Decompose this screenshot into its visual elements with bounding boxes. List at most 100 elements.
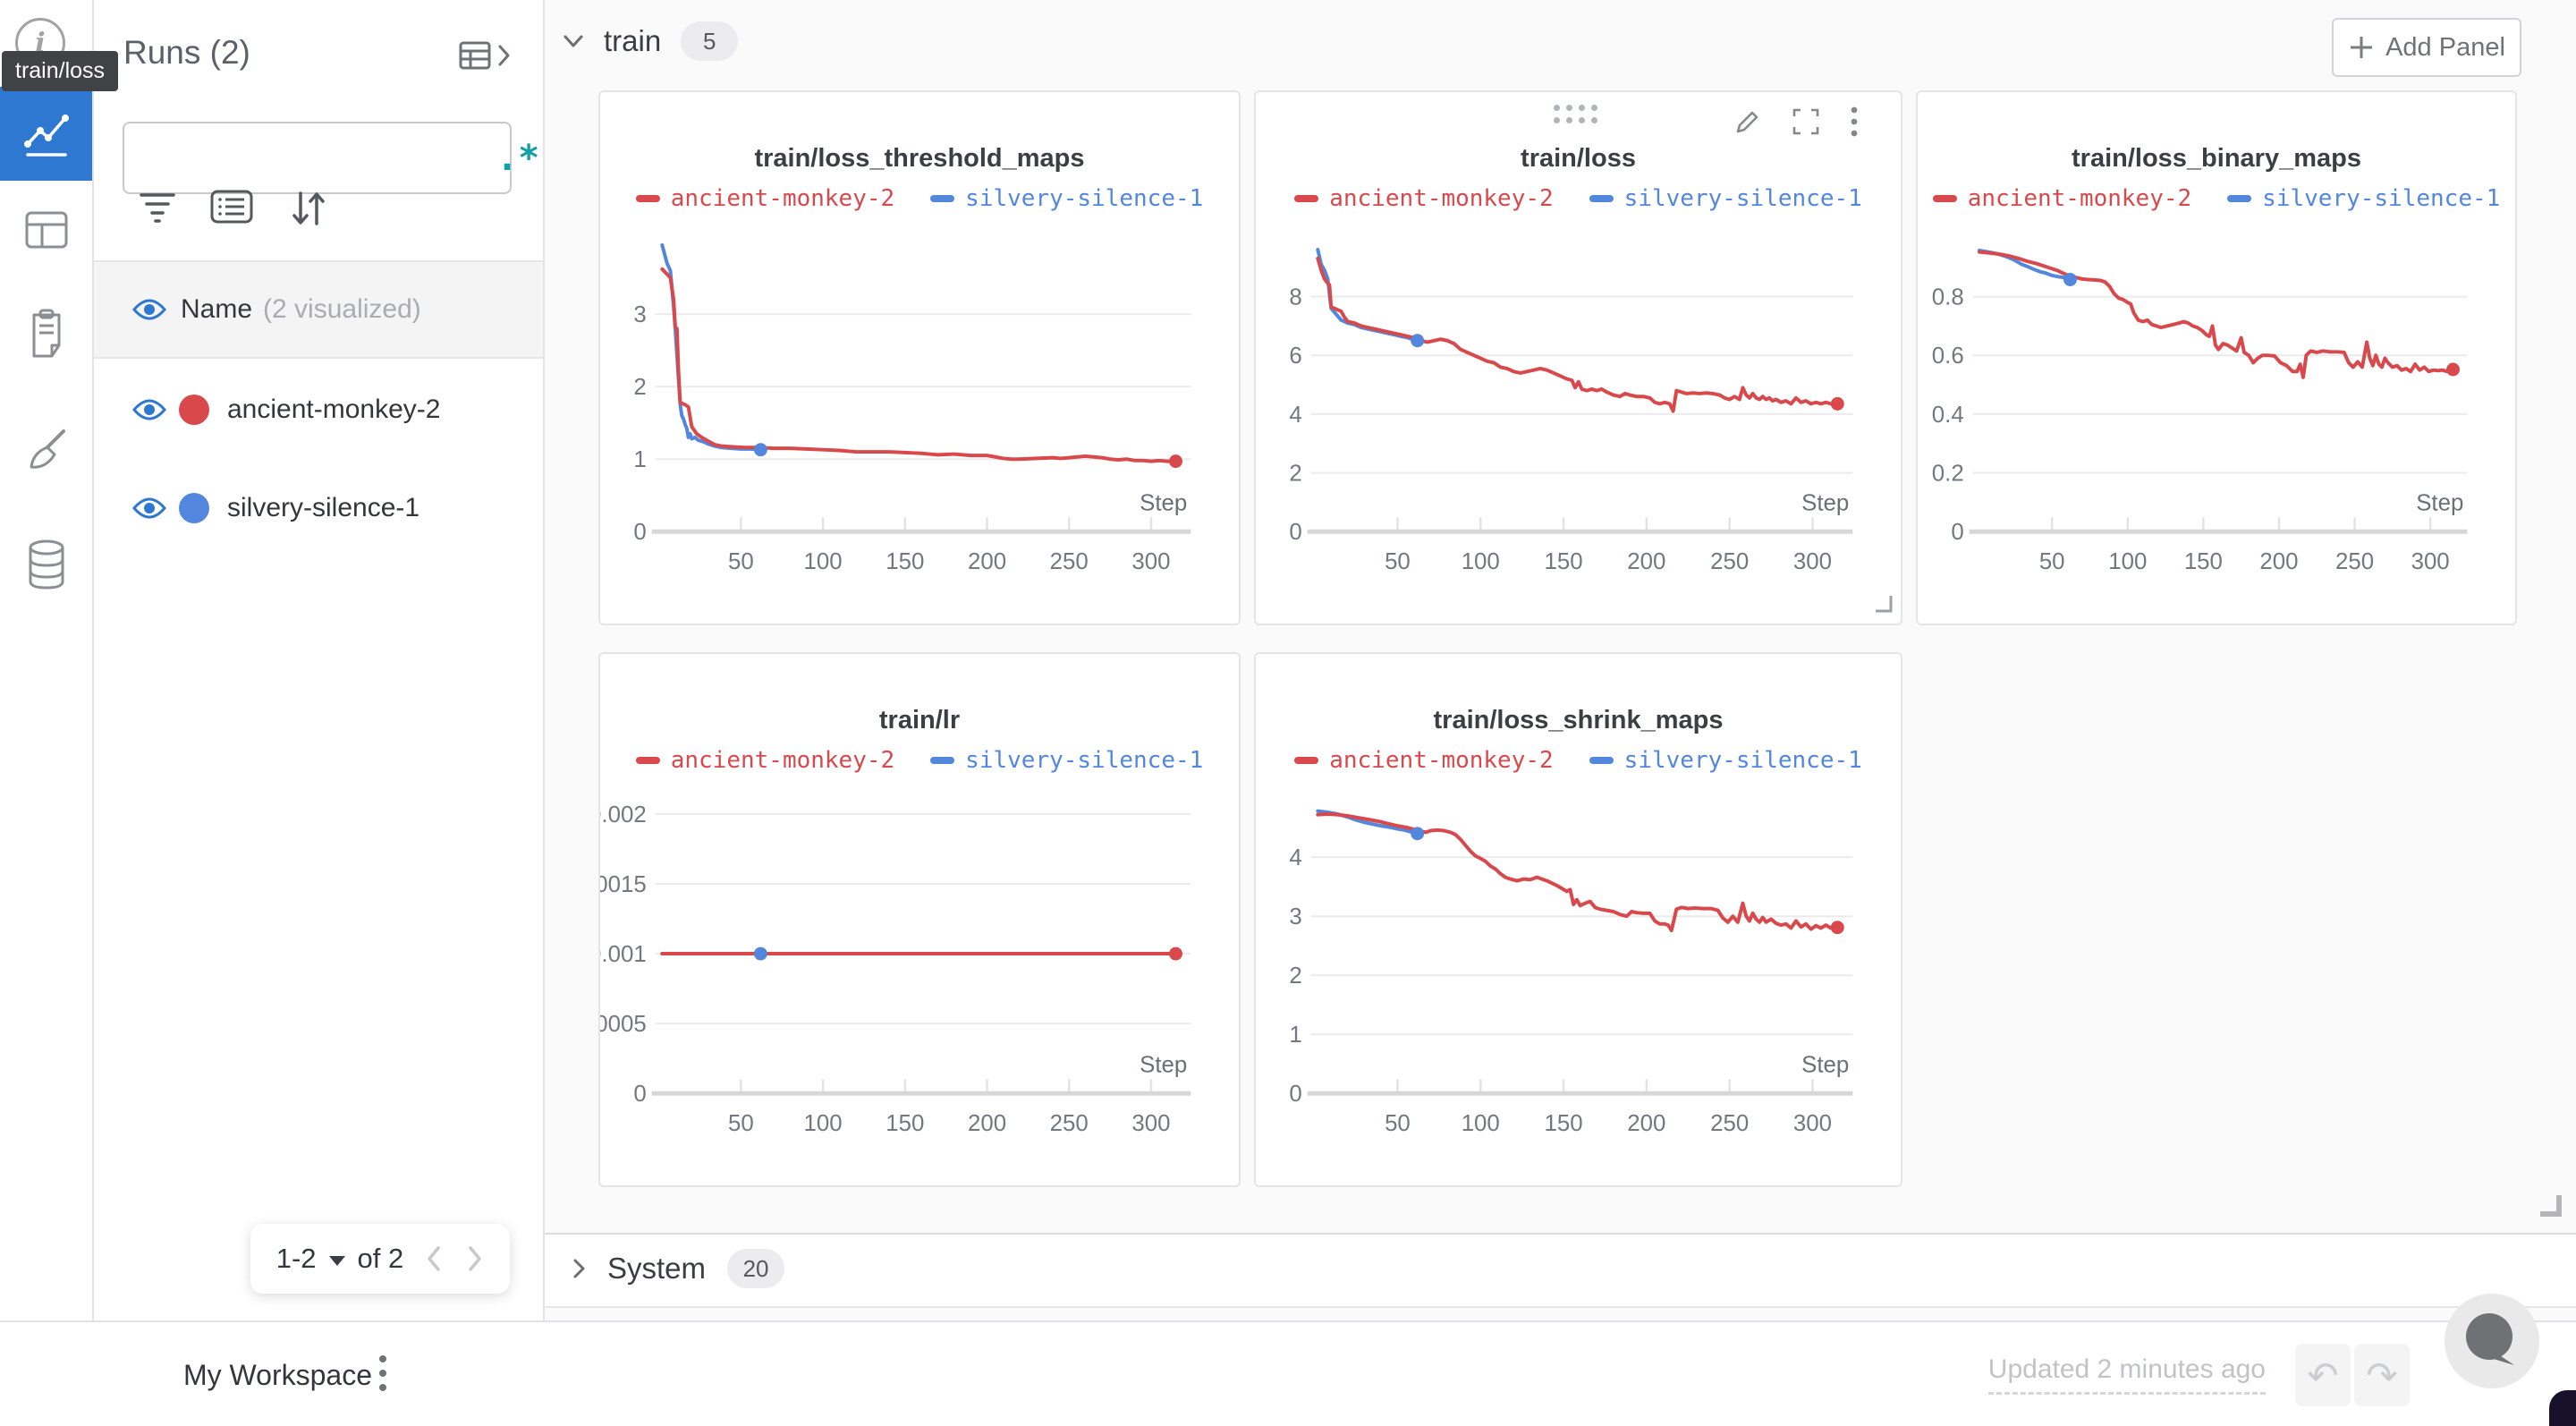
expand-runs-table-button[interactable] bbox=[459, 39, 511, 72]
chart-panel[interactable]: train/loss_threshold_maps ancient-monkey-… bbox=[598, 90, 1241, 625]
legend-swatch-icon bbox=[635, 757, 660, 764]
left-nav-rail bbox=[0, 0, 94, 1320]
chart-panel[interactable]: train/loss ancient-monkey-2 silvery-silenc… bbox=[1254, 90, 1902, 625]
y-tick-label: 0 bbox=[1289, 1082, 1301, 1107]
run-search-input[interactable] bbox=[148, 130, 496, 186]
x-axis-label: Step bbox=[1140, 490, 1187, 515]
legend-label: ancient-monkey-2 bbox=[1967, 185, 2192, 212]
x-tick-label: 150 bbox=[1544, 1111, 1582, 1136]
panel-actions bbox=[1734, 106, 1858, 137]
y-tick-label: 0 bbox=[1289, 520, 1301, 545]
legend-swatch-icon bbox=[2227, 195, 2252, 202]
filter-icon[interactable] bbox=[139, 188, 176, 225]
series-end-dot bbox=[1411, 334, 1425, 348]
x-tick-label: 150 bbox=[886, 1111, 924, 1136]
chart-plot[interactable]: 0 0.2 0.4 0.6 0.8 50 100 150 200 250 300 Step bbox=[1918, 208, 2515, 620]
line-chart-icon bbox=[23, 114, 69, 157]
sort-icon[interactable] bbox=[289, 188, 328, 229]
legend-item: silvery-silence-1 bbox=[1589, 185, 1862, 212]
panel-drag-handle[interactable] bbox=[1256, 105, 1901, 130]
undo-button[interactable]: ↶ bbox=[2295, 1344, 2351, 1406]
add-panel-button[interactable]: Add Panel bbox=[2332, 18, 2521, 77]
series-end-dot bbox=[1411, 827, 1425, 841]
x-tick-label: 250 bbox=[2335, 549, 2374, 574]
section-header-train[interactable]: train 5 bbox=[563, 21, 739, 61]
x-tick-label: 200 bbox=[968, 1111, 1006, 1136]
visibility-eye-icon[interactable] bbox=[132, 397, 166, 422]
workspace-menu-kebab-icon[interactable] bbox=[379, 1355, 386, 1391]
plus-icon bbox=[2351, 37, 2373, 58]
chart-plot[interactable]: 0 1 2 3 50 100 150 200 250 300 Step bbox=[600, 208, 1239, 620]
undo-icon: ↶ bbox=[2307, 1353, 2339, 1397]
chat-support-button[interactable] bbox=[2445, 1294, 2539, 1388]
runs-table-icon bbox=[459, 41, 491, 70]
chart-panel[interactable]: train/loss_shrink_maps ancient-monkey-2 si… bbox=[1254, 652, 1902, 1187]
y-tick-label: 0 bbox=[633, 1082, 646, 1107]
database-icon bbox=[29, 539, 64, 590]
panel-kebab-icon[interactable] bbox=[1851, 106, 1858, 137]
page-range[interactable]: 1-2 bbox=[275, 1243, 317, 1274]
chart-plot[interactable]: 0 0.0005 0.001 0.0015 0.002 50 100 150 200 250 300… bbox=[600, 770, 1239, 1182]
run-row[interactable]: silvery-silence-1 bbox=[94, 460, 543, 556]
series-line bbox=[660, 267, 1178, 463]
run-row[interactable]: ancient-monkey-2 bbox=[94, 361, 543, 458]
panel-title: train/loss bbox=[1521, 144, 1636, 173]
visibility-all-eye-icon[interactable] bbox=[132, 297, 166, 322]
x-tick-label: 250 bbox=[1050, 549, 1089, 574]
legend-swatch-icon bbox=[635, 195, 660, 202]
section-header-system-bar: System 20 bbox=[543, 1235, 2576, 1308]
next-page-icon[interactable] bbox=[466, 1244, 484, 1273]
redo-button[interactable]: ↷ bbox=[2354, 1344, 2410, 1406]
page-size-caret-icon[interactable] bbox=[328, 1255, 345, 1266]
section-header-system[interactable]: System 20 bbox=[572, 1249, 785, 1288]
section-resize-handle[interactable] bbox=[2540, 1195, 2562, 1217]
chevron-down-icon bbox=[564, 35, 583, 47]
broom-icon bbox=[30, 429, 65, 469]
chevron-right-icon bbox=[498, 45, 510, 66]
series-end-dot bbox=[2446, 362, 2460, 377]
run-name[interactable]: ancient-monkey-2 bbox=[227, 395, 441, 424]
fullscreen-icon[interactable] bbox=[1792, 107, 1820, 136]
legend-item: silvery-silence-1 bbox=[2227, 185, 2500, 212]
chart-plot[interactable]: 0 1 2 3 4 50 100 150 200 250 300 Step bbox=[1256, 770, 1901, 1182]
panel-title: train/loss_threshold_maps bbox=[754, 144, 1085, 173]
x-tick-label: 50 bbox=[1385, 549, 1411, 574]
legend-label: ancient-monkey-2 bbox=[1329, 747, 1554, 774]
panel-legend: ancient-monkey-2 silvery-silence-1 bbox=[1918, 185, 2515, 212]
y-tick-label: 0.8 bbox=[1932, 285, 1964, 310]
nav-item-artifacts[interactable] bbox=[0, 537, 92, 592]
y-tick-label: 1 bbox=[633, 447, 646, 472]
nav-item-charts[interactable] bbox=[0, 87, 92, 181]
series-end-dot bbox=[2063, 273, 2077, 286]
panel-resize-handle[interactable] bbox=[1872, 592, 1894, 618]
chart-panel[interactable]: train/loss_binary_maps ancient-monkey-2 si… bbox=[1916, 90, 2517, 625]
run-name[interactable]: silvery-silence-1 bbox=[227, 493, 420, 522]
nav-item-table[interactable] bbox=[0, 208, 92, 252]
redo-icon: ↷ bbox=[2366, 1353, 2398, 1397]
legend-label: ancient-monkey-2 bbox=[670, 185, 895, 212]
visibility-eye-icon[interactable] bbox=[132, 496, 166, 521]
nav-item-sweeps[interactable] bbox=[0, 422, 92, 480]
last-updated-label: Updated 2 minutes ago bbox=[1987, 1354, 2266, 1395]
metric-tooltip: train/loss bbox=[2, 51, 119, 91]
run-search-box: .* bbox=[123, 122, 539, 194]
legend-label: silvery-silence-1 bbox=[1623, 747, 1862, 774]
x-tick-label: 50 bbox=[1385, 1111, 1411, 1136]
nav-item-logs[interactable] bbox=[0, 304, 92, 361]
chart-plot[interactable]: 0 2 4 6 8 50 100 150 200 250 300 Step bbox=[1256, 208, 1901, 620]
prev-page-icon[interactable] bbox=[425, 1244, 443, 1273]
legend-item: ancient-monkey-2 bbox=[1294, 747, 1554, 774]
y-tick-label: 2 bbox=[1289, 963, 1301, 989]
regex-toggle[interactable]: .* bbox=[496, 137, 540, 179]
runs-sidebar: Runs (2) .* bbox=[94, 0, 545, 1320]
add-panel-label: Add Panel bbox=[2385, 32, 2505, 62]
columns-settings-icon[interactable] bbox=[210, 188, 253, 225]
x-tick-label: 150 bbox=[2184, 549, 2223, 574]
y-tick-label: 4 bbox=[1289, 845, 1301, 870]
legend-label: ancient-monkey-2 bbox=[1329, 185, 1554, 212]
chart-panel[interactable]: train/lr ancient-monkey-2 silvery-silence-… bbox=[598, 652, 1241, 1187]
legend-item: ancient-monkey-2 bbox=[1932, 185, 2192, 212]
section-title: train bbox=[604, 24, 662, 57]
edit-pencil-icon[interactable] bbox=[1734, 108, 1761, 135]
x-tick-label: 100 bbox=[1462, 549, 1500, 574]
